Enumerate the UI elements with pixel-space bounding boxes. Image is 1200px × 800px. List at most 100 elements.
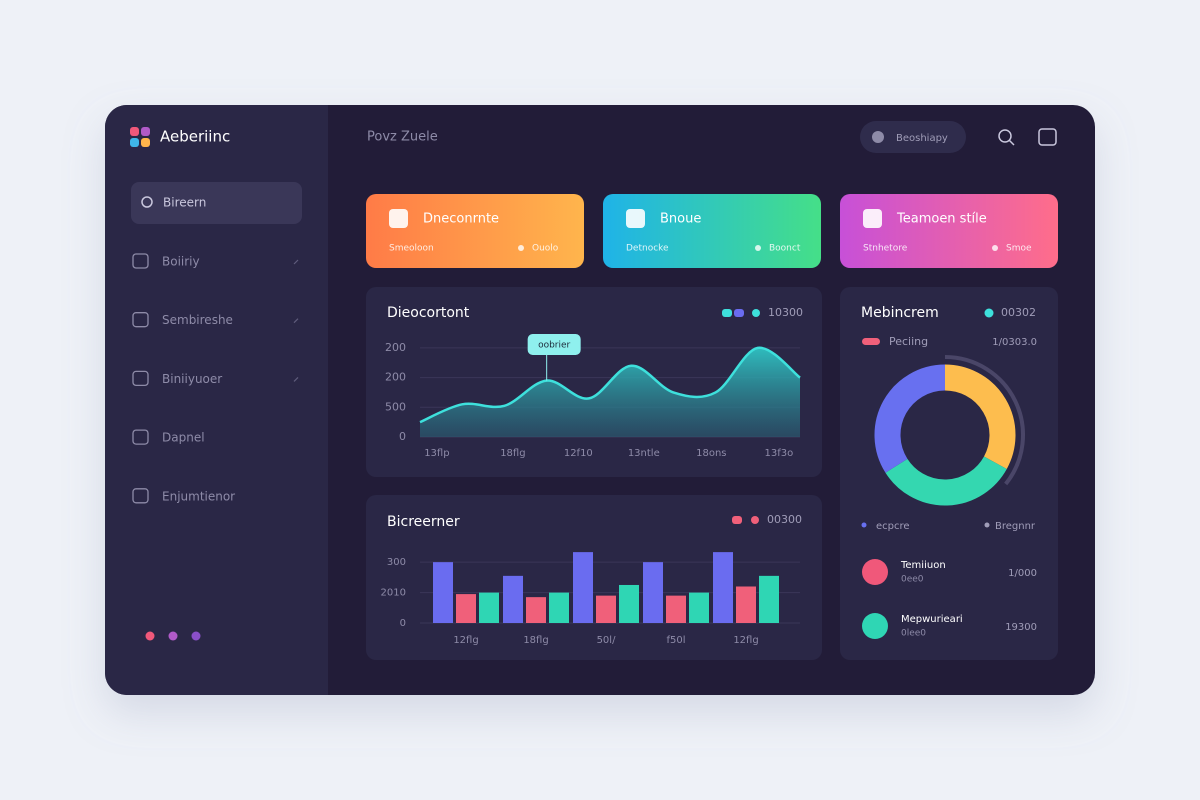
card-value: Ouolo xyxy=(532,244,559,254)
area-fill xyxy=(420,347,800,437)
card-title: Bnoue xyxy=(660,212,701,227)
list-icon xyxy=(862,613,888,639)
legend-label: 10300 xyxy=(768,306,803,319)
y-tick-label: 2010 xyxy=(381,588,406,599)
nav-icon xyxy=(132,253,149,269)
bar xyxy=(759,575,779,623)
card-caption: Stnhetore xyxy=(863,244,908,254)
stat-card xyxy=(603,194,821,268)
card-icon xyxy=(863,209,882,228)
legend-label: ecpcre xyxy=(876,521,910,532)
nav-icon xyxy=(132,488,149,504)
x-tick-label: f50l xyxy=(666,635,685,646)
card-dot xyxy=(518,245,524,251)
y-tick-label: 200 xyxy=(385,371,406,384)
y-tick-label: 0 xyxy=(399,430,406,443)
stat-card xyxy=(840,194,1058,268)
card-title: Teamoen stíle xyxy=(896,212,987,227)
dot xyxy=(145,631,155,641)
x-tick-label: 18flg xyxy=(523,635,548,646)
card-icon xyxy=(626,209,645,228)
card-value: Boonct xyxy=(769,244,801,254)
menu-button[interactable] xyxy=(1038,128,1057,146)
nav-item[interactable]: Biniiyuoer xyxy=(162,372,222,386)
dot xyxy=(191,631,201,641)
user-pill[interactable] xyxy=(860,121,966,153)
x-tick-label: 12flg xyxy=(453,635,478,646)
user-name: Beoshiapy xyxy=(896,133,948,144)
x-tick-label: 12flg xyxy=(733,635,758,646)
y-tick-label: 0 xyxy=(400,618,406,629)
donut-segment xyxy=(874,364,946,473)
bar xyxy=(619,584,639,623)
chart-title: Bicreerner xyxy=(387,514,460,530)
nav-item[interactable]: Sembireshe xyxy=(162,313,233,327)
search-box[interactable] xyxy=(131,182,302,224)
legend-swatch xyxy=(722,309,732,317)
chevron xyxy=(293,376,299,382)
legend-label: 00302 xyxy=(1001,306,1036,319)
x-tick-label: 12f10 xyxy=(564,448,593,459)
card-caption: Smeoloon xyxy=(389,244,434,254)
y-tick-label: 300 xyxy=(387,557,406,568)
card-title: Dneconrnte xyxy=(423,212,499,227)
card-value: Smoe xyxy=(1006,244,1032,254)
card-dot xyxy=(755,245,761,251)
stat-card xyxy=(366,194,584,268)
card-icon xyxy=(389,209,408,228)
legend-swatch xyxy=(751,516,759,524)
brand: Aeberiinc xyxy=(160,128,230,146)
page-title: Povz Zuele xyxy=(367,130,438,145)
nav-item[interactable]: Enjumtienor xyxy=(162,489,235,503)
tooltip-label: oobrier xyxy=(538,341,570,351)
y-tick-label: 500 xyxy=(385,400,406,413)
chart-title: Mebincrem xyxy=(861,305,939,321)
list-value: 1/000 xyxy=(1008,568,1037,579)
bar xyxy=(689,592,709,623)
y-tick-label: 200 xyxy=(385,341,406,354)
card-dot xyxy=(992,245,998,251)
bar xyxy=(503,575,523,623)
chart-title: Dieocortont xyxy=(387,305,470,321)
bar xyxy=(643,562,663,623)
nav-icon xyxy=(132,312,149,328)
sidebar xyxy=(105,105,328,695)
legend-label: 00300 xyxy=(767,513,802,526)
legend-swatch xyxy=(732,516,742,524)
chevron xyxy=(293,259,299,265)
dot xyxy=(168,631,178,641)
nav-icon xyxy=(132,429,149,445)
nav-item[interactable]: Boiiriy xyxy=(162,255,200,269)
search-button[interactable] xyxy=(998,129,1015,146)
search-icon xyxy=(141,196,153,208)
legend-swatch xyxy=(734,309,744,317)
tooltip xyxy=(527,334,581,355)
legend-label: Bregnnr xyxy=(995,521,1036,532)
list-title: Mepwurieari xyxy=(901,614,963,625)
list-value: 19300 xyxy=(1005,622,1037,633)
list-icon xyxy=(862,559,888,585)
bar xyxy=(596,595,616,623)
bar xyxy=(713,552,733,623)
avatar xyxy=(872,131,884,143)
chevron xyxy=(293,318,299,324)
x-tick-label: 18flg xyxy=(500,448,525,459)
tag-value: 1/0303.0 xyxy=(992,337,1037,348)
bar xyxy=(549,592,569,623)
outer-arc xyxy=(944,355,1025,486)
x-tick-label: 18ons xyxy=(696,448,726,459)
tag-swatch xyxy=(862,338,880,345)
list-title: Temiiuon xyxy=(900,560,946,571)
nav-icon xyxy=(132,370,149,387)
x-tick-label: 13f3o xyxy=(765,448,794,459)
donut-segment xyxy=(944,364,1016,469)
donut-segment xyxy=(885,455,1007,506)
donut-panel xyxy=(840,287,1058,660)
x-tick-label: 13flp xyxy=(424,448,449,459)
x-tick-label: 13ntle xyxy=(628,448,660,459)
bar xyxy=(573,552,593,623)
bar xyxy=(433,562,453,623)
nav-item[interactable]: Dapnel xyxy=(162,431,205,445)
x-tick-label: 50l/ xyxy=(597,635,617,646)
